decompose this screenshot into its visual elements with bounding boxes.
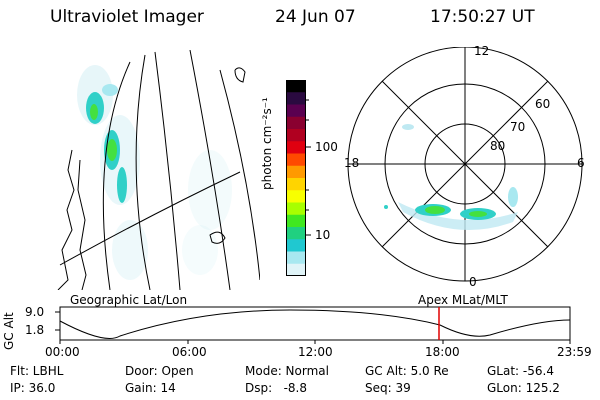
altitude-plot — [55, 306, 571, 344]
colorbar-band — [286, 251, 306, 265]
colorbar-band — [286, 227, 306, 240]
colorbar-band — [286, 239, 306, 252]
colorbar-band — [286, 153, 306, 167]
geographic-map-panel — [57, 50, 260, 290]
door-info: Door: Open — [125, 364, 194, 378]
colorbar-band — [286, 116, 306, 130]
time-tick-0000: 00:00 — [45, 345, 80, 359]
time-tick-0600: 06:00 — [172, 345, 207, 359]
colorbar-band — [286, 92, 306, 105]
lat-label-80: 80 — [490, 139, 506, 153]
gain-info: Gain: 14 — [125, 381, 176, 395]
colorbar-band — [286, 190, 306, 203]
filter-info: Flt: LBHL — [10, 364, 64, 378]
colorbar-band — [286, 80, 306, 93]
mlt-label-0: 0 — [469, 275, 477, 289]
mlt-label-18: 18 — [344, 156, 360, 170]
altitude-ytick-low: 1.8 — [25, 323, 45, 337]
colorbar — [286, 80, 306, 277]
time-tick-1200: 12:00 — [298, 345, 333, 359]
colorbar-band — [286, 141, 306, 154]
altitude-ylabel: GC Alt — [2, 312, 16, 350]
colorbar-band — [286, 104, 306, 118]
time-tick-1800: 18:00 — [425, 345, 460, 359]
coastline — [57, 67, 246, 290]
seq-info: Seq: 39 — [365, 381, 411, 395]
colorbar-axis-label: photon cm⁻²s⁻¹ — [260, 97, 274, 190]
apex-label: Apex MLat/MLT — [418, 293, 508, 307]
ip-info: IP: 36.0 — [10, 381, 56, 395]
aurora-emission — [86, 84, 127, 203]
date-label: 24 Jun 07 — [275, 7, 356, 27]
colorbar-band — [286, 202, 306, 216]
geographic-label: Geographic Lat/Lon — [70, 293, 188, 307]
altitude-ytick-high: 9.0 — [25, 305, 45, 319]
mlt-label-12: 12 — [474, 44, 490, 58]
colorbar-band — [286, 178, 306, 191]
colorbar-band — [286, 214, 306, 228]
instrument-title: Ultraviolet Imager — [50, 7, 204, 27]
colorbar-band — [286, 129, 306, 142]
time-label: 17:50:27 UT — [430, 7, 535, 27]
colorbar-ticks — [306, 99, 311, 236]
lat-lon-grid — [59, 50, 260, 290]
mode-info: Mode: Normal — [245, 364, 329, 378]
glon-info: GLon: 125.2 — [487, 381, 560, 395]
gc-alt-info: GC Alt: 5.0 Re — [365, 364, 449, 378]
glat-info: GLat: -56.4 — [487, 364, 554, 378]
lat-label-70: 70 — [510, 120, 526, 134]
auroral-oval — [384, 124, 518, 230]
time-tick-2359: 23:59 — [557, 345, 592, 359]
colorbar-band — [286, 263, 306, 277]
lat-label-60: 60 — [535, 97, 551, 111]
colorbar-tick-10: 10 — [315, 228, 331, 242]
dsp-info: Dsp: -8.8 — [245, 381, 308, 395]
colorbar-band — [286, 165, 306, 179]
altitude-curve — [59, 309, 571, 339]
colorbar-tick-100: 100 — [315, 140, 338, 154]
mlt-label-6: 6 — [577, 156, 585, 170]
polar-plot — [347, 47, 583, 282]
